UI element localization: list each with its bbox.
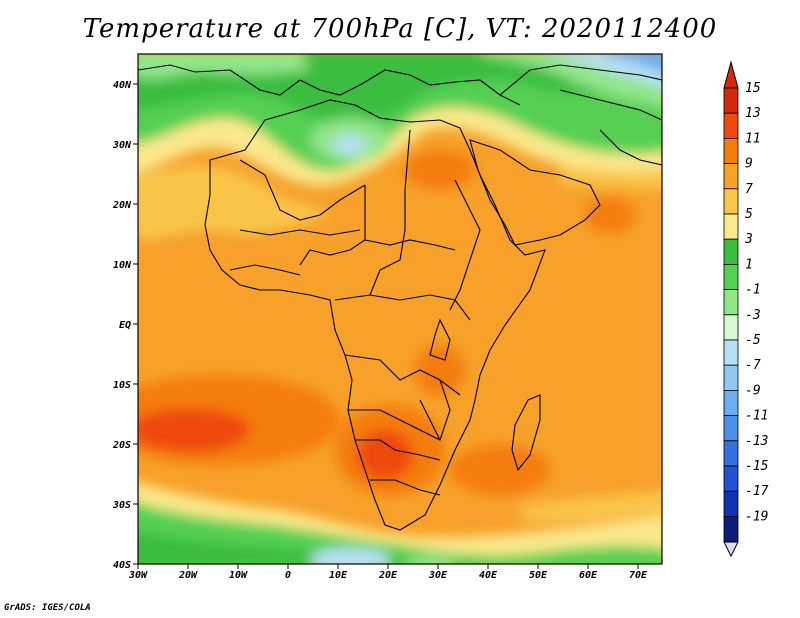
lat-label: 10N	[113, 260, 132, 271]
lon-label: 60E	[579, 570, 598, 581]
colorbar-swatch	[723, 440, 739, 467]
colorbar-label: -19	[745, 509, 768, 524]
colorbar-swatch	[723, 516, 739, 543]
lat-label: 30S	[112, 500, 131, 511]
colorbar-label: 3	[744, 232, 753, 247]
lat-label: 10S	[113, 380, 131, 391]
colorbar-swatch	[723, 364, 739, 391]
colorbar-swatch	[723, 339, 739, 366]
colorbar-boxes	[723, 87, 739, 543]
lat-label: 30N	[112, 140, 132, 151]
colorbar-label: 5	[745, 207, 753, 222]
lon-label: 10E	[329, 570, 348, 581]
lon-label: 20E	[378, 570, 398, 581]
lat-axis-labels: 40N 30N 20N 10N EQ 10S 20S 30S 40S	[112, 80, 132, 571]
lat-label: EQ	[119, 320, 131, 331]
colorbar-label: 9	[745, 157, 753, 172]
colorbar-swatch	[723, 465, 739, 492]
colorbar-swatch	[723, 263, 739, 290]
colorbar-label: -15	[745, 459, 769, 474]
colorbar-label: -17	[745, 484, 769, 499]
lon-label: 30E	[428, 570, 448, 581]
colorbar-swatch	[723, 213, 739, 240]
colorbar-swatch	[723, 238, 739, 265]
lat-label: 40S	[113, 560, 131, 571]
colorbar-label: -11	[745, 409, 768, 424]
colorbar-swatch	[723, 137, 739, 164]
colorbar-label: -1	[745, 283, 761, 298]
colorbar-swatch	[723, 389, 739, 416]
credit-text: GrADS: IGES/COLA	[4, 603, 91, 613]
lon-label: 30W	[128, 570, 148, 581]
colorbar: 15 13 11 9 7 5 3 1 -1 -3 -5 -7 -9 -11 -13 -15 -17 -19	[723, 60, 769, 558]
colorbar-label: 13	[745, 106, 761, 121]
country-borders	[138, 64, 662, 531]
colorbar-label: 15	[745, 81, 761, 96]
lon-axis-labels: 30W 20W 10W 0 10E 20E 30E 40E 50E 60E 70…	[128, 570, 648, 581]
temperature-field	[138, 54, 662, 564]
colorbar-bottom-arrow	[723, 541, 739, 558]
colorbar-labels: 15 13 11 9 7 5 3 1 -1 -3 -5 -7 -9 -11 -13 -15 -17 -19	[744, 81, 769, 524]
lon-label: 10W	[229, 570, 248, 581]
colorbar-label: -3	[745, 308, 761, 323]
map-frame	[137, 53, 663, 565]
lon-label: 40E	[479, 570, 498, 581]
colorbar-swatch	[723, 188, 739, 215]
colorbar-label: -9	[745, 383, 761, 398]
colorbar-label: -13	[745, 434, 768, 449]
colorbar-swatch	[723, 87, 739, 114]
colorbar-swatch	[723, 163, 739, 190]
lon-label: 20W	[178, 570, 198, 581]
colorbar-label: 11	[745, 131, 761, 146]
lat-label: 40N	[113, 80, 132, 91]
colorbar-swatch	[723, 112, 739, 139]
colorbar-swatch	[723, 289, 739, 316]
axis-ticks	[133, 83, 639, 569]
colorbar-label: 7	[745, 182, 753, 197]
colorbar-swatch	[723, 415, 739, 442]
colorbar-swatch	[723, 490, 739, 517]
lat-label: 20S	[112, 440, 131, 451]
colorbar-label: -7	[745, 358, 761, 373]
chart-title: Temperature at 700hPa [C], VT: 202011240…	[82, 14, 718, 44]
colorbar-top-arrow	[723, 60, 739, 89]
lon-label: 0	[285, 570, 291, 581]
colorbar-label: -5	[745, 333, 761, 348]
lon-label: 50E	[529, 570, 548, 581]
lat-label: 20N	[112, 200, 132, 211]
lon-label: 70E	[629, 570, 648, 581]
colorbar-swatch	[723, 314, 739, 341]
colorbar-label: 1	[745, 257, 753, 272]
